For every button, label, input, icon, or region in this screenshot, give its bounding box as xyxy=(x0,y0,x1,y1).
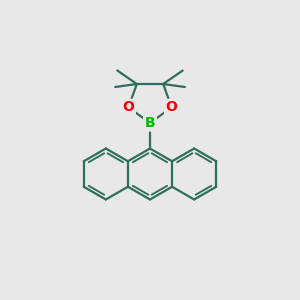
Text: O: O xyxy=(122,100,134,114)
Text: O: O xyxy=(166,100,178,114)
Text: B: B xyxy=(145,116,155,130)
